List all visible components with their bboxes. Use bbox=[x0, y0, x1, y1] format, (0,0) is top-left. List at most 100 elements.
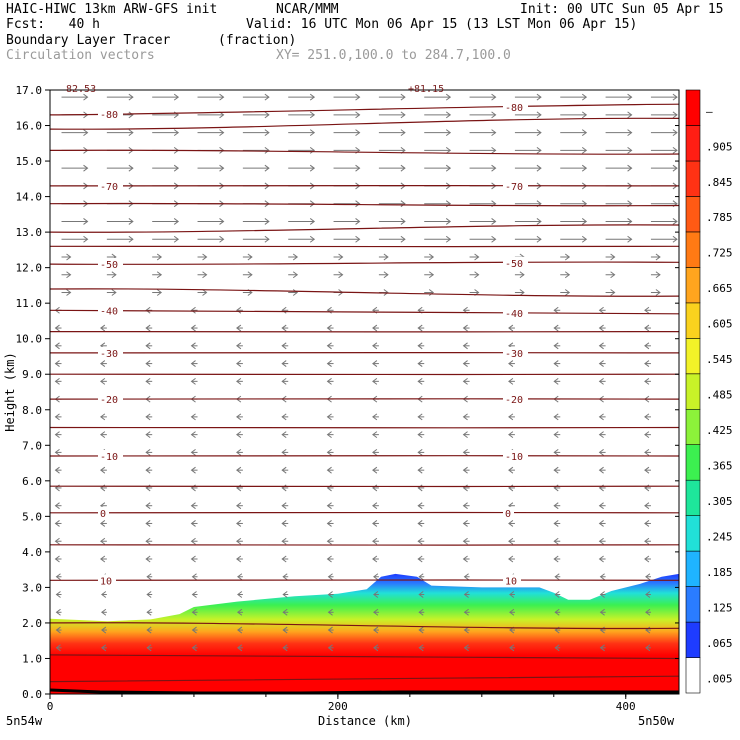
vector-arrow bbox=[514, 111, 542, 119]
vector-arrow bbox=[100, 377, 107, 385]
vector-arrow bbox=[54, 342, 62, 350]
vector-arrow bbox=[378, 271, 389, 279]
vector-arrow bbox=[373, 573, 379, 581]
vector-arrow bbox=[644, 306, 651, 314]
vector-arrow bbox=[237, 644, 243, 652]
vector-arrow bbox=[598, 360, 606, 367]
contour-label-bg bbox=[98, 179, 123, 191]
vector-arrow bbox=[242, 164, 270, 172]
vector-arrow bbox=[281, 537, 289, 545]
vector-arrow bbox=[61, 235, 89, 243]
contour-label-bg bbox=[503, 179, 528, 191]
contour-label-bg bbox=[503, 346, 528, 358]
vector-arrow bbox=[152, 271, 163, 279]
vector-arrow bbox=[424, 235, 452, 243]
vector-arrow bbox=[462, 324, 470, 332]
vector-arrow bbox=[598, 342, 606, 350]
vector-arrow bbox=[378, 200, 406, 208]
colorbar-label: .425 bbox=[706, 424, 733, 437]
vector-arrow bbox=[101, 626, 107, 634]
vector-arrow bbox=[236, 555, 243, 563]
vector-arrow bbox=[645, 608, 651, 616]
contour-label-bg bbox=[98, 108, 123, 120]
vector-arrow bbox=[463, 573, 470, 581]
vector-arrow bbox=[100, 537, 107, 545]
vector-arrow bbox=[650, 146, 678, 154]
vector-arrow bbox=[242, 271, 253, 279]
contour-label-bg bbox=[503, 449, 528, 461]
contour-line bbox=[50, 485, 679, 488]
vector-arrow bbox=[424, 289, 435, 296]
vector-arrow bbox=[237, 626, 243, 634]
vector-arrow bbox=[372, 413, 379, 421]
vector-arrow bbox=[145, 377, 153, 385]
vector-arrow bbox=[373, 591, 379, 598]
vector-arrow bbox=[145, 466, 153, 474]
contour-line bbox=[50, 511, 679, 514]
vector-arrow bbox=[101, 644, 107, 652]
vector-arrow bbox=[61, 253, 72, 261]
vector-arrow bbox=[424, 129, 452, 137]
vector-arrow bbox=[333, 235, 361, 243]
vector-arrow bbox=[326, 431, 334, 439]
model-title: HAIC-HIWC 13km ARW-GFS init bbox=[6, 2, 218, 17]
colorbar-swatch bbox=[685, 196, 701, 233]
vector-arrow bbox=[605, 235, 633, 243]
vector-arrow bbox=[326, 466, 334, 474]
vector-arrow bbox=[598, 413, 606, 421]
vector-arrow bbox=[236, 324, 243, 332]
vector-arrow bbox=[560, 164, 588, 172]
y-tick-label: 5.0 bbox=[22, 510, 42, 523]
contour-line bbox=[50, 351, 679, 354]
vector-arrow bbox=[645, 644, 651, 652]
vector-arrow bbox=[417, 324, 425, 332]
colorbar-swatch bbox=[685, 89, 701, 126]
vector-arrow bbox=[599, 644, 606, 652]
vector-arrow bbox=[462, 466, 470, 474]
vector-arrow bbox=[288, 129, 316, 137]
vector-arrow bbox=[598, 431, 606, 439]
vector-arrow bbox=[145, 324, 153, 332]
contour-label: -10 bbox=[505, 452, 523, 463]
vector-arrow bbox=[326, 342, 334, 350]
annotation-left: 82.53 bbox=[66, 84, 96, 95]
vector-arrow bbox=[509, 591, 515, 598]
contour-line bbox=[50, 245, 679, 248]
vector-arrow bbox=[469, 164, 497, 172]
y-tick-label: 14.0 bbox=[16, 191, 43, 204]
vector-arrow bbox=[424, 164, 452, 172]
vector-arrow bbox=[281, 324, 289, 332]
vector-arrow bbox=[378, 253, 389, 261]
vector-arrow bbox=[100, 431, 107, 439]
vector-arrow bbox=[190, 413, 198, 421]
vector-arrow bbox=[650, 93, 678, 101]
vector-arrow bbox=[146, 626, 153, 634]
colorbar-label: .365 bbox=[706, 460, 733, 473]
colorbar-swatch bbox=[685, 125, 701, 162]
vector-arrow bbox=[378, 218, 406, 225]
vector-arrow bbox=[553, 555, 561, 563]
colorbar-swatch bbox=[685, 550, 701, 587]
vector-arrow bbox=[645, 591, 651, 598]
vector-arrow bbox=[605, 164, 633, 172]
contour-label-bg bbox=[503, 574, 521, 586]
vector-arrow bbox=[54, 377, 62, 385]
vector-arrow bbox=[236, 360, 243, 367]
vector-arrow bbox=[462, 555, 470, 563]
vector-arrow bbox=[463, 644, 470, 652]
vector-arrow bbox=[417, 555, 425, 563]
vector-arrow bbox=[462, 413, 470, 421]
vector-arrow bbox=[463, 626, 470, 634]
init-label: Init: 00 UTC Sun 05 Apr 15 bbox=[520, 2, 724, 17]
vector-arrow bbox=[146, 644, 153, 652]
vector-arrow bbox=[54, 413, 62, 421]
vector-arrow bbox=[553, 502, 561, 510]
vector-arrow bbox=[605, 129, 633, 137]
vector-arrow bbox=[288, 253, 299, 261]
vector-arrow bbox=[644, 448, 651, 456]
vector-arrow bbox=[650, 111, 678, 119]
vector-arrow bbox=[508, 377, 515, 385]
contour-line bbox=[50, 202, 679, 207]
vector-arrow bbox=[514, 289, 525, 296]
vector-arrow bbox=[101, 608, 107, 616]
